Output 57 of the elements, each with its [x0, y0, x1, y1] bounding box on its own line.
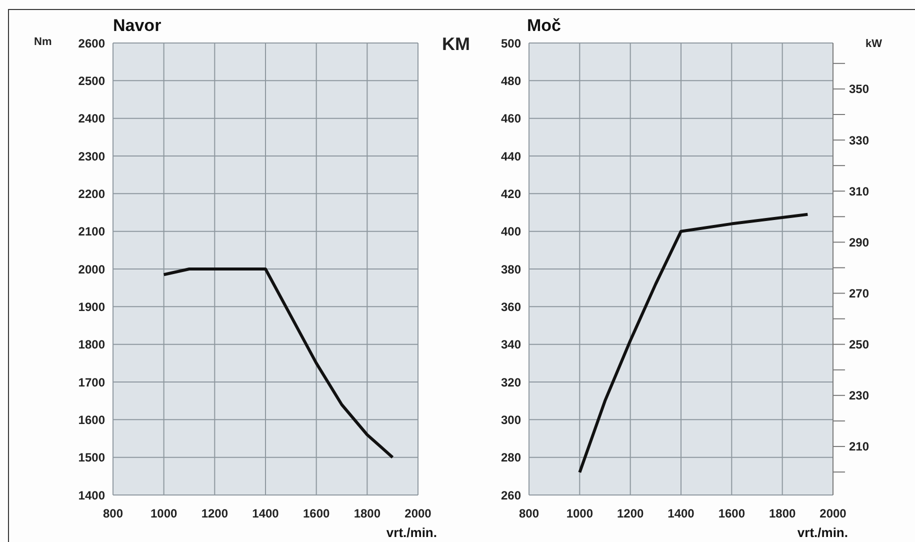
x-axis-title: vrt./min. — [797, 525, 848, 540]
y2-tick-label: 210 — [849, 440, 870, 454]
y2-tick-label: 290 — [849, 235, 870, 250]
x-tick-label: 1800 — [768, 506, 796, 521]
x-tick-label: 2000 — [820, 506, 847, 521]
y-axis-title: KM — [442, 34, 470, 55]
chart-title: Navor — [113, 16, 162, 36]
line-series — [578, 212, 810, 474]
y-tick-label: 340 — [500, 338, 522, 352]
y2-tick-label: 230 — [849, 388, 870, 403]
y-tick-label: 2500 — [78, 74, 106, 88]
y-tick-label: 300 — [500, 412, 522, 427]
x-tick-label: 1600 — [302, 506, 330, 521]
x-tick-label: 1200 — [616, 506, 644, 521]
y-tick-label: 1900 — [78, 300, 106, 314]
x-tick-label: 1400 — [252, 506, 280, 521]
y-tick-label: 500 — [500, 36, 522, 50]
y-tick-label: 1800 — [78, 338, 106, 352]
x-tick-label: 1800 — [354, 506, 381, 521]
y-tick-label: 380 — [500, 262, 522, 276]
chart-title: Moč — [527, 16, 561, 36]
y-tick-label: 2100 — [78, 224, 106, 239]
x-axis-title: vrt./min. — [386, 525, 437, 540]
y-tick-label: 2400 — [78, 112, 106, 126]
y-tick-label: 260 — [500, 488, 522, 502]
y2-tick-label: 330 — [849, 133, 870, 148]
y2-tick-label: 250 — [849, 338, 870, 352]
y-tick-label: 460 — [500, 112, 522, 126]
y-tick-label: 440 — [500, 149, 522, 164]
y2-tick-label: 310 — [849, 184, 870, 198]
y-tick-label: 420 — [500, 186, 522, 201]
y-tick-label: 1500 — [78, 450, 106, 465]
y-tick-label: 400 — [500, 224, 522, 239]
y-axis-title: Nm — [34, 36, 52, 48]
y-tick-label: 1700 — [78, 375, 106, 390]
y2-axis-title: kW — [866, 38, 882, 50]
x-tick-label: 800 — [102, 506, 124, 521]
x-tick-label: 1400 — [668, 506, 695, 521]
y-tick-label: 360 — [500, 300, 522, 314]
y-tick-label: 1600 — [78, 412, 106, 427]
y-tick-label: 2300 — [78, 149, 106, 164]
y-tick-label: 2600 — [78, 36, 106, 50]
x-tick-label: 1000 — [150, 506, 178, 521]
y-tick-label: 480 — [500, 74, 522, 88]
y2-tick-label: 350 — [849, 82, 870, 96]
y-tick-label: 2200 — [78, 186, 106, 201]
y-tick-label: 320 — [500, 375, 522, 390]
x-tick-label: 800 — [518, 506, 540, 521]
x-tick-label: 2000 — [404, 506, 432, 521]
x-tick-label: 1200 — [201, 506, 228, 521]
y2-tick-label: 270 — [849, 286, 870, 301]
line-series — [162, 268, 394, 459]
y-tick-label: 280 — [500, 450, 522, 465]
x-tick-label: 1000 — [566, 506, 594, 521]
y-tick-label: 1400 — [78, 488, 106, 502]
x-tick-label: 1600 — [718, 506, 746, 521]
y-tick-label: 2000 — [78, 262, 106, 276]
